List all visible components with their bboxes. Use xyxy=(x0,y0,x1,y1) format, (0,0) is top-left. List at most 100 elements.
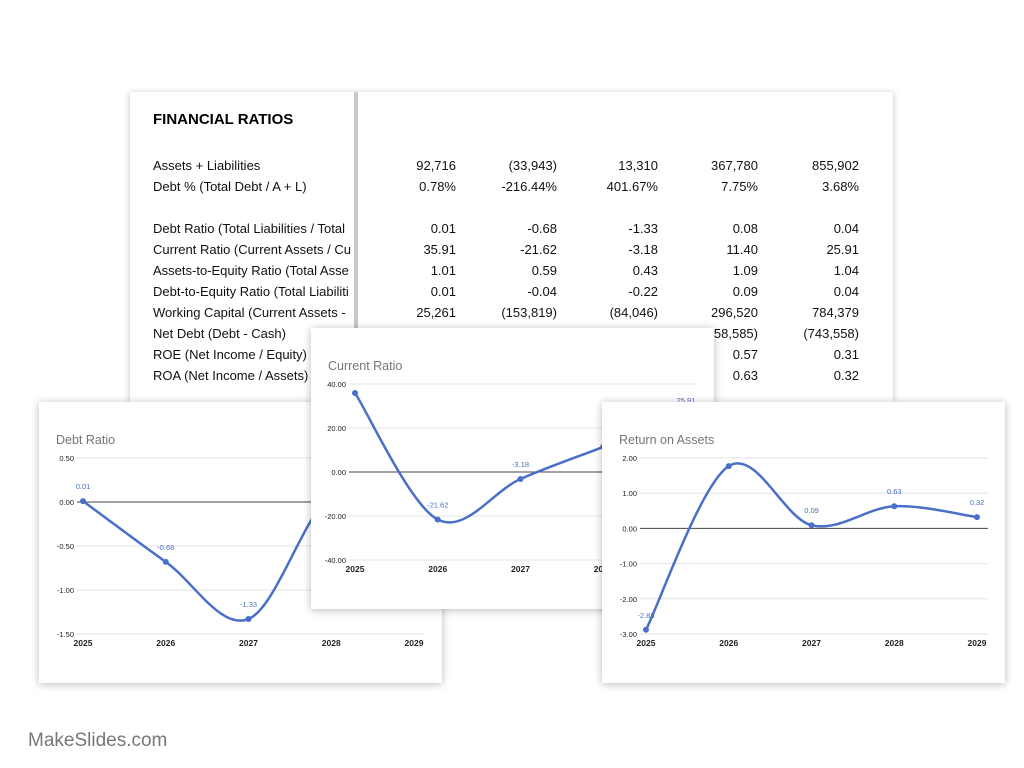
x-tick-label: 2025 xyxy=(637,638,656,648)
cell-value[interactable]: 0.31 xyxy=(833,347,859,362)
chart-title: Current Ratio xyxy=(328,359,402,373)
cell-value[interactable]: 0.32 xyxy=(833,368,859,383)
x-tick-label: 2027 xyxy=(239,638,258,648)
chart-title: Return on Assets xyxy=(619,433,714,447)
y-tick-label: 0.00 xyxy=(331,468,346,477)
row-label[interactable]: ROE (Net Income / Equity) xyxy=(153,347,307,362)
cell-value[interactable]: 784,379 xyxy=(812,305,859,320)
x-tick-label: 2025 xyxy=(346,564,365,574)
data-point[interactable] xyxy=(643,626,649,633)
table-row: ROE (Net Income / Equity) 0.57 0.31 xyxy=(130,344,893,365)
data-point[interactable] xyxy=(80,498,86,505)
cell-value[interactable]: 0.59 xyxy=(531,263,557,278)
table-row: Assets + Liabilities 92,716 (33,943) 13,310… xyxy=(130,155,893,176)
data-point[interactable] xyxy=(352,389,358,396)
data-point[interactable] xyxy=(891,503,898,510)
chart-title: Debt Ratio xyxy=(56,433,115,447)
table-row: ROA (Net Income / Assets) 0.63 0.32 xyxy=(130,365,893,386)
data-point[interactable] xyxy=(725,463,732,470)
cell-value[interactable]: 25.91 xyxy=(826,242,859,257)
data-point[interactable] xyxy=(974,514,980,521)
cell-value[interactable]: 401.67% xyxy=(606,179,658,194)
table-row: Debt-to-Equity Ratio (Total Liabiliti 0.0… xyxy=(130,281,893,302)
row-label[interactable]: Net Debt (Debt - Cash) xyxy=(153,326,286,341)
cell-value[interactable]: 0.01 xyxy=(430,284,456,299)
cell-value[interactable]: 0.57 xyxy=(732,347,758,362)
data-point[interactable] xyxy=(162,558,169,565)
cell-value[interactable]: 25,261 xyxy=(416,305,456,320)
cell-value[interactable]: 0.78% xyxy=(419,179,456,194)
table-row: Working Capital (Current Assets - 25,261 (… xyxy=(130,302,893,323)
cell-value[interactable]: 367,780 xyxy=(711,158,758,173)
y-tick-label: 0.50 xyxy=(59,454,74,463)
data-label: 25.91 xyxy=(677,396,696,405)
cell-value[interactable]: (743,558) xyxy=(803,326,859,341)
series-line xyxy=(644,462,978,631)
y-tick-label: -3.00 xyxy=(620,630,637,639)
cell-value[interactable]: 1.09 xyxy=(732,263,758,278)
cell-value[interactable]: -0.04 xyxy=(527,284,557,299)
y-tick-label: -20.00 xyxy=(325,512,346,521)
data-point[interactable] xyxy=(517,475,524,482)
x-tick-label: 2026 xyxy=(156,638,175,648)
cell-value[interactable]: 13,310 xyxy=(618,158,658,173)
cell-value[interactable]: -21.62 xyxy=(520,242,557,257)
cell-value[interactable]: (84,046) xyxy=(609,305,658,320)
row-label[interactable]: Debt Ratio (Total Liabilities / Total xyxy=(153,221,345,236)
row-label[interactable]: ROA (Net Income / Assets) xyxy=(153,368,309,383)
row-label[interactable]: Debt-to-Equity Ratio (Total Liabiliti xyxy=(153,284,349,299)
cell-value[interactable]: 35.91 xyxy=(423,242,456,257)
data-label: -3.18 xyxy=(512,460,529,469)
row-label[interactable]: Current Ratio (Current Assets / Cu xyxy=(153,242,351,257)
cell-value[interactable]: 0.04 xyxy=(833,284,859,299)
data-label: -21.62 xyxy=(427,501,448,510)
cell-value[interactable]: (258,585) xyxy=(702,326,758,341)
cell-value[interactable]: (153,819) xyxy=(501,305,557,320)
cell-value[interactable]: -3.18 xyxy=(628,242,658,257)
cell-value[interactable]: -1.33 xyxy=(628,221,658,236)
x-tick-label: 2028 xyxy=(322,638,341,648)
x-tick-label: 2026 xyxy=(428,564,447,574)
cell-value[interactable]: 1.04 xyxy=(833,263,859,278)
y-tick-label: -0.50 xyxy=(57,542,74,551)
cell-value[interactable]: 855,902 xyxy=(812,158,859,173)
cell-value[interactable]: 7.75% xyxy=(721,179,758,194)
cell-value[interactable]: 0.09 xyxy=(732,284,758,299)
table-row: Current Ratio (Current Assets / Cu 35.91 -… xyxy=(130,239,893,260)
data-point[interactable] xyxy=(434,516,441,523)
chart-svg: Current Ratio40.0020.000.00-20.00-40.002… xyxy=(325,359,697,574)
y-tick-label: 20.00 xyxy=(327,424,346,433)
data-point[interactable] xyxy=(245,616,252,623)
cell-value[interactable]: -0.22 xyxy=(628,284,658,299)
x-tick-label: 2029 xyxy=(968,638,987,648)
cell-value[interactable]: 92,716 xyxy=(416,158,456,173)
cell-value[interactable]: -216.44% xyxy=(501,179,557,194)
x-tick-label: 2028 xyxy=(885,638,904,648)
cell-value[interactable]: 296,520 xyxy=(711,305,758,320)
cell-value[interactable]: 1.01 xyxy=(430,263,456,278)
cell-value[interactable]: 3.68% xyxy=(822,179,859,194)
x-tick-label: 2027 xyxy=(511,564,530,574)
y-tick-label: 0.00 xyxy=(622,524,637,533)
cell-value[interactable]: 0.63 xyxy=(732,368,758,383)
data-point[interactable] xyxy=(808,522,815,529)
cell-value[interactable]: 0.08 xyxy=(732,221,758,236)
cell-value[interactable]: 0.01 xyxy=(430,221,456,236)
cell-value[interactable]: (33,943) xyxy=(508,158,557,173)
cell-value[interactable]: -0.68 xyxy=(527,221,557,236)
row-label[interactable]: Assets-to-Equity Ratio (Total Asse xyxy=(153,263,349,278)
y-tick-label: -1.00 xyxy=(620,560,637,569)
y-tick-label: 40.00 xyxy=(327,380,346,389)
row-label[interactable]: Debt % (Total Debt / A + L) xyxy=(153,179,307,194)
return-on-assets-chart[interactable]: Return on Assets 2.00 1.00 0.00 -1.00 -2.00 -3… xyxy=(602,402,1005,683)
frozen-column-divider[interactable] xyxy=(354,92,358,402)
row-label[interactable]: Working Capital (Current Assets - xyxy=(153,305,346,320)
data-label: -0.68 xyxy=(157,543,174,552)
cell-value[interactable]: 0.04 xyxy=(833,221,859,236)
brand-watermark: MakeSlides.com xyxy=(28,730,168,751)
y-tick-label: -2.00 xyxy=(620,595,637,604)
cell-value[interactable]: 11.40 xyxy=(726,242,758,257)
row-label[interactable]: Assets + Liabilities xyxy=(153,158,261,173)
x-tick-label: 2025 xyxy=(74,638,93,648)
cell-value[interactable]: 0.43 xyxy=(632,263,658,278)
